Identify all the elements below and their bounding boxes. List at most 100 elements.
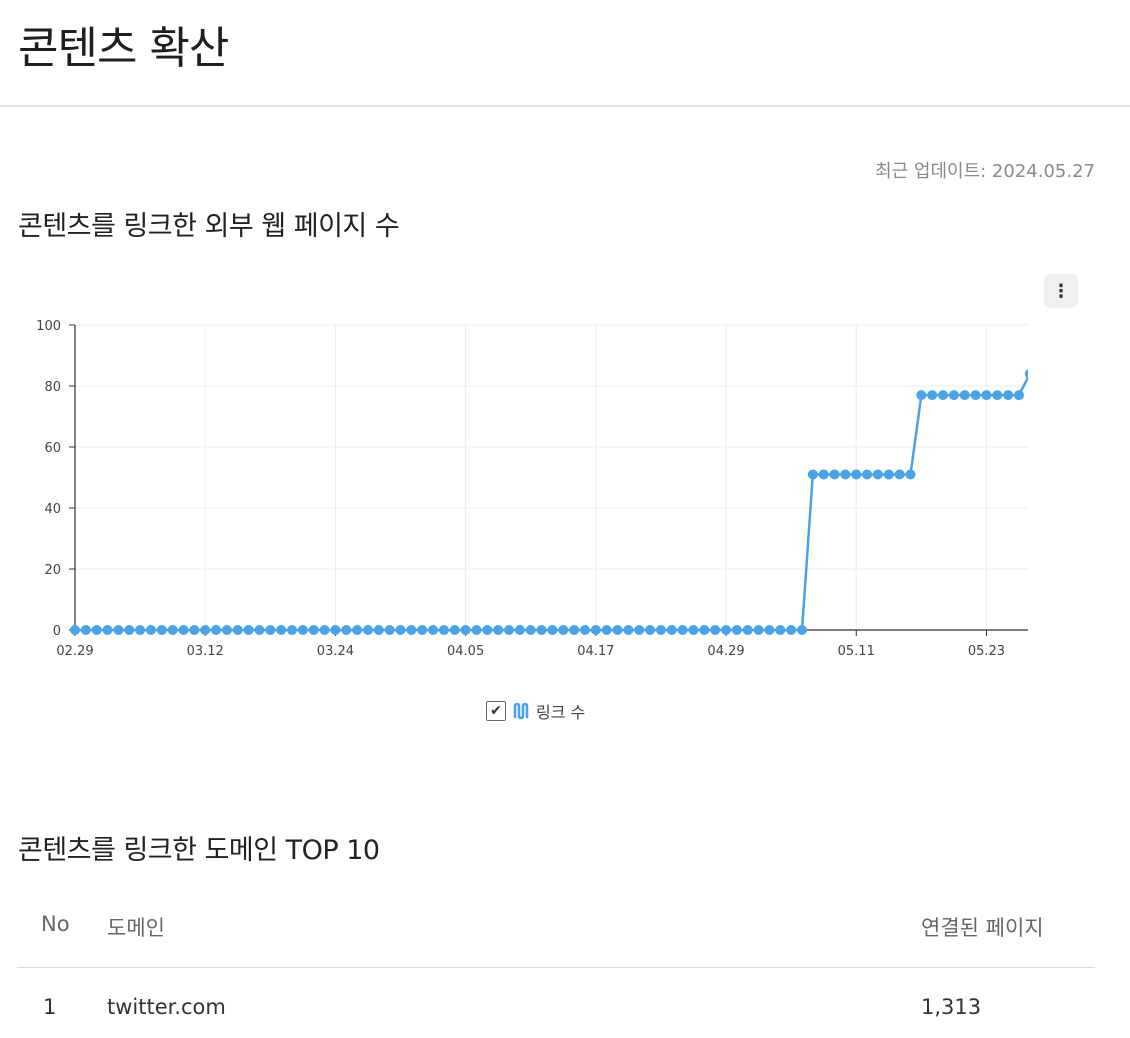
legend-label: 링크 수: [536, 703, 586, 722]
chart-menu-button[interactable]: ⋮: [1044, 274, 1078, 308]
link-count-chart: 0 20 40 60 80 100 02.29 03.12 03.24 04.05 04.17 04…: [36, 319, 1028, 659]
x-tick-label: 03.12: [187, 644, 224, 659]
data-point: [948, 390, 959, 401]
data-point: [189, 625, 200, 635]
data-point: [634, 625, 645, 635]
data-point: [655, 625, 666, 635]
data-point: [167, 625, 178, 635]
data-point: [677, 625, 688, 635]
x-tick-label: 05.11: [838, 644, 875, 659]
last-update-label: 최근 업데이트: 2024.05.27: [875, 161, 1095, 182]
more-vertical-icon: ⋮: [1052, 280, 1070, 302]
y-tick-labels: 0 20 40 60 80 100: [36, 319, 61, 639]
x-tick-label: 05.23: [968, 644, 1005, 659]
row-pages: 1,313: [921, 995, 982, 1019]
data-point: [862, 469, 873, 480]
section-title-external-pages: 콘텐츠를 링크한 외부 웹 페이지 수: [18, 211, 400, 242]
series-link-count: [70, 369, 1028, 635]
data-point: [514, 625, 525, 635]
data-point: [807, 469, 818, 480]
data-point: [1014, 390, 1024, 401]
data-point: [992, 390, 1003, 401]
x-tick-label: 02.29: [56, 644, 93, 659]
legend-checkbox[interactable]: ✔: [486, 701, 506, 721]
data-point: [362, 625, 373, 635]
data-point: [91, 625, 102, 635]
data-point: [753, 625, 764, 635]
data-point: [645, 625, 656, 635]
data-point: [102, 625, 113, 635]
row-domain[interactable]: twitter.com: [107, 995, 226, 1019]
data-point: [341, 625, 352, 635]
data-point: [916, 390, 927, 401]
chart-grid: [75, 324, 1028, 630]
data-point: [840, 469, 851, 480]
data-point: [710, 625, 721, 635]
data-point: [970, 390, 981, 401]
series-line: [75, 374, 1028, 632]
data-point: [818, 469, 829, 480]
x-tick-label: 04.29: [707, 644, 744, 659]
section-title-top-domains: 콘텐츠를 링크한 도메인 TOP 10: [18, 835, 380, 866]
data-point: [330, 625, 341, 635]
data-point: [243, 625, 254, 635]
data-point: [211, 625, 222, 635]
data-point: [786, 625, 797, 635]
data-point: [254, 625, 265, 635]
data-point: [699, 625, 710, 635]
data-point: [894, 469, 905, 480]
x-tick-label: 04.17: [577, 644, 614, 659]
data-point: [265, 625, 276, 635]
x-tick-label: 03.24: [317, 644, 354, 659]
data-point: [731, 625, 742, 635]
chart-legend[interactable]: ✔ 링크 수: [486, 699, 585, 723]
data-point: [352, 625, 363, 635]
y-tick-label: 80: [44, 380, 61, 395]
data-point: [981, 390, 992, 401]
data-point: [113, 625, 124, 635]
data-point: [232, 625, 243, 635]
data-point: [547, 625, 558, 635]
y-tick-label: 100: [36, 319, 61, 334]
data-point: [504, 625, 515, 635]
data-point: [927, 390, 938, 401]
column-header-domain: 도메인: [107, 916, 165, 940]
data-point: [872, 469, 883, 480]
data-point: [829, 469, 840, 480]
line-series-icon: [513, 702, 529, 720]
data-point: [579, 625, 590, 635]
data-point: [471, 625, 482, 635]
data-point: [200, 625, 211, 635]
data-point: [406, 625, 417, 635]
data-point: [601, 625, 612, 635]
data-point: [156, 625, 167, 635]
data-point: [438, 625, 449, 635]
table-row[interactable]: 1 twitter.com 1,313: [17, 969, 1095, 1038]
data-point: [308, 625, 319, 635]
data-point: [851, 469, 862, 480]
y-tick-label: 40: [44, 502, 61, 517]
data-point: [135, 625, 146, 635]
data-point: [764, 625, 775, 635]
y-tick-label: 60: [44, 441, 61, 456]
data-point: [221, 625, 232, 635]
data-point: [938, 390, 949, 401]
page-title: 콘텐츠 확산: [18, 23, 229, 74]
column-header-pages: 연결된 페이지: [921, 916, 1044, 940]
data-point: [80, 625, 91, 635]
column-header-no: No: [41, 912, 70, 936]
data-point: [493, 625, 504, 635]
data-point: [569, 625, 580, 635]
data-point: [688, 625, 699, 635]
data-point: [319, 625, 330, 635]
data-point: [883, 469, 894, 480]
data-point: [742, 625, 753, 635]
x-tick-labels: 02.29 03.12 03.24 04.05 04.17 04.29 05.11 05.23: [56, 644, 1005, 659]
data-point: [417, 625, 428, 635]
data-point: [460, 625, 471, 635]
y-tick-label: 20: [44, 563, 61, 578]
data-point: [525, 625, 536, 635]
row-no: 1: [43, 995, 57, 1019]
data-point: [482, 625, 493, 635]
data-point: [449, 625, 460, 635]
